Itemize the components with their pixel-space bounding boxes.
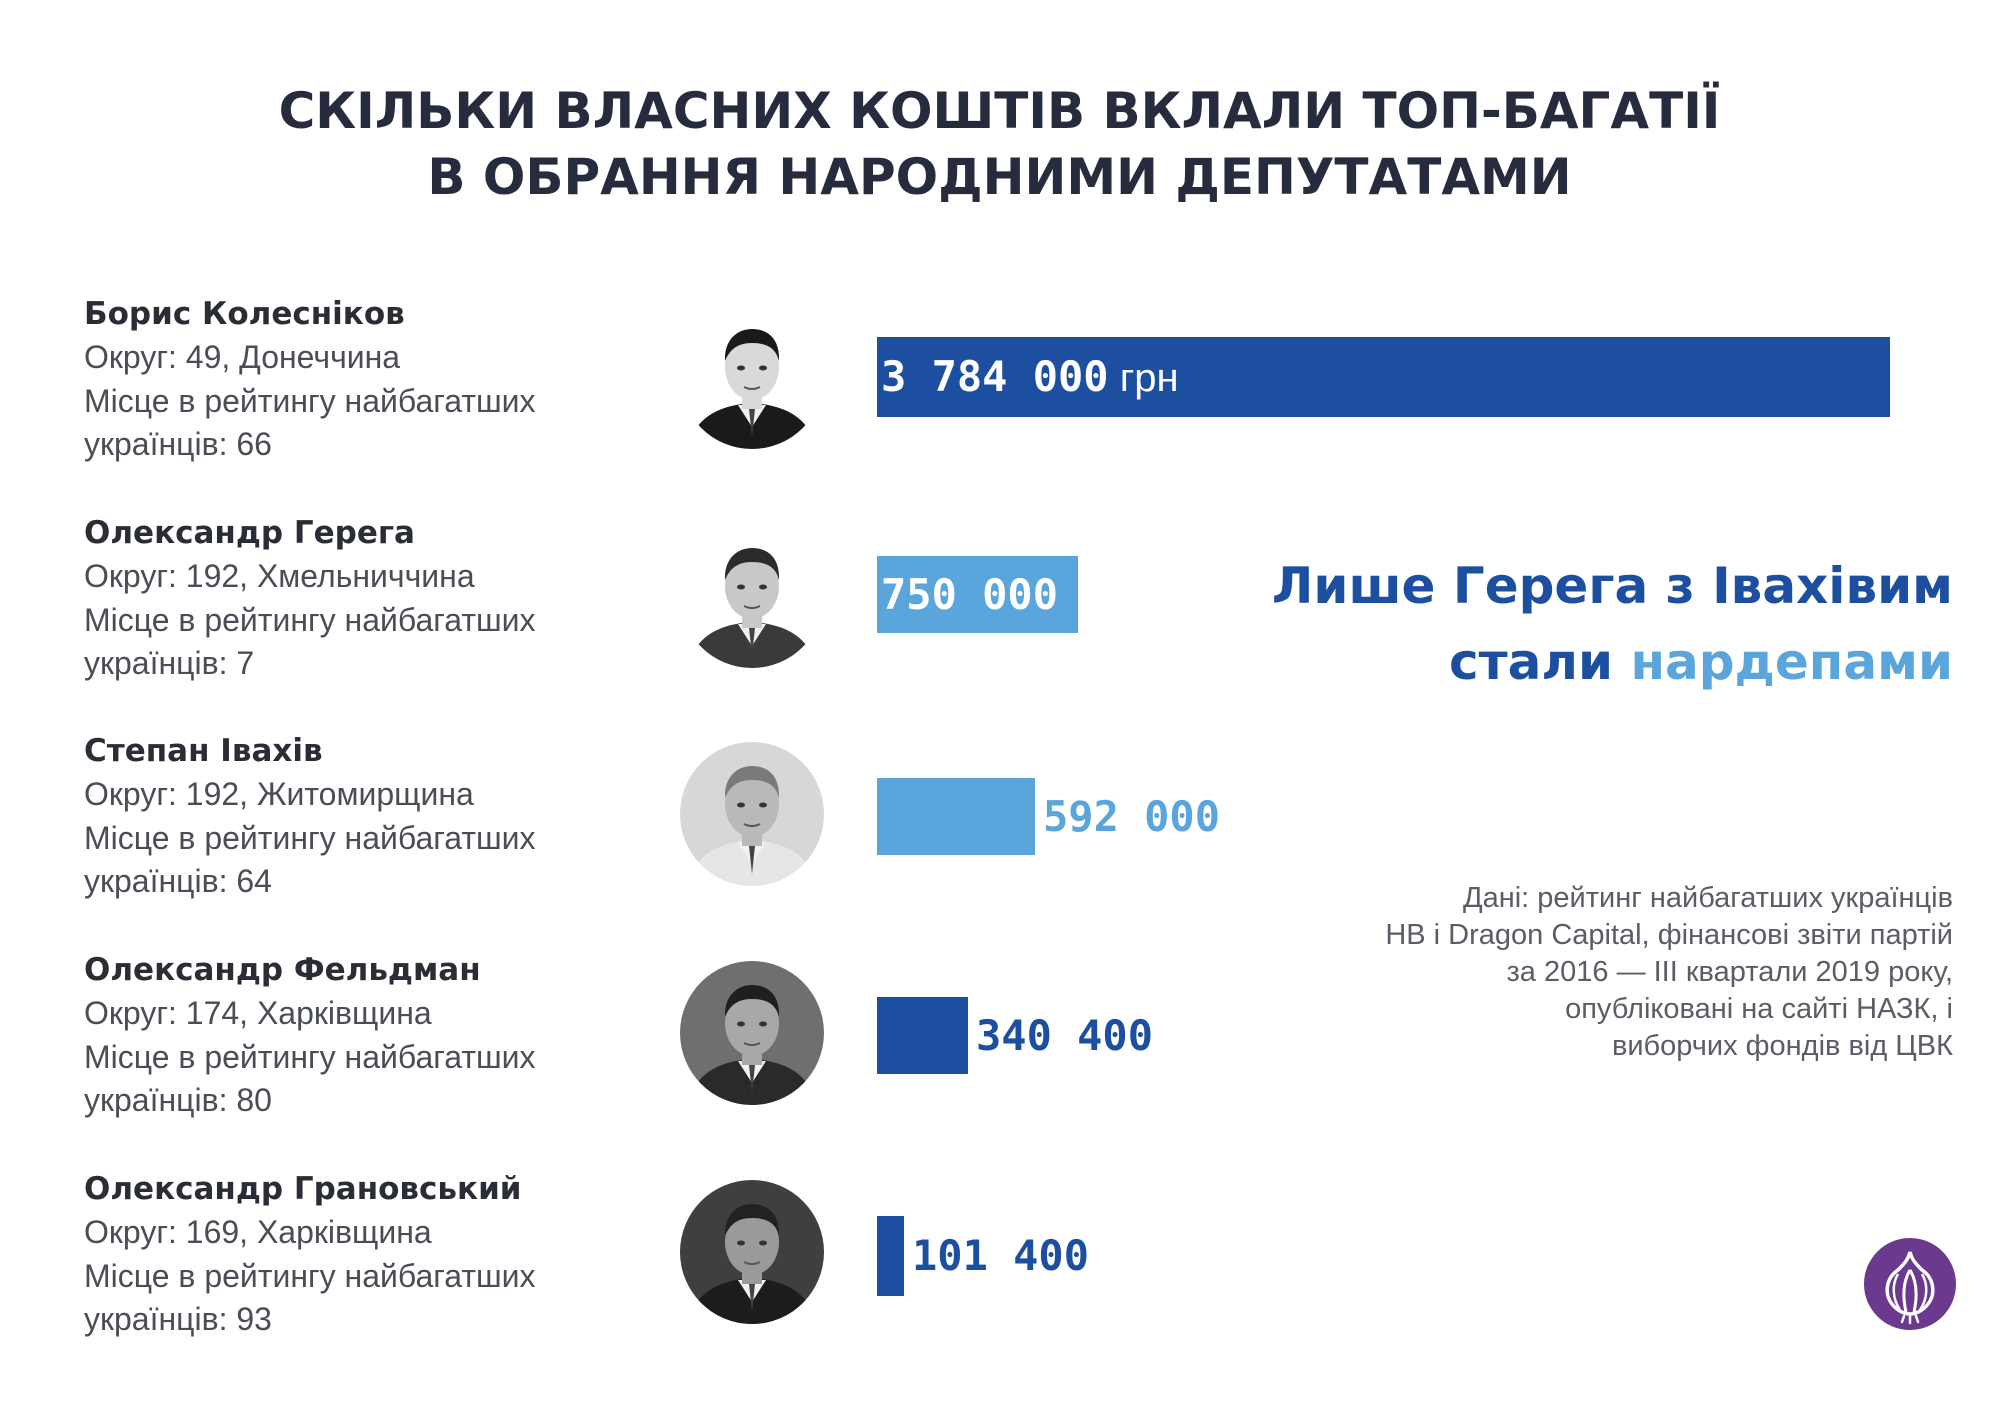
person-info: Олександр Герега Округ: 192, Хмельниччина… — [84, 512, 644, 686]
title-line-1: СКІЛЬКИ ВЛАСНИХ КОШТІВ ВКЛАЛИ ТОП-БАГАТІ… — [278, 82, 1721, 140]
person-name: Степан Івахів — [84, 733, 323, 769]
bar-value-label: 750 000 — [881, 570, 1058, 620]
callout-line-1: Лише Герега з Івахівим — [1271, 557, 1953, 615]
bar-value-label: 592 000 — [1043, 792, 1220, 842]
person-photo — [680, 305, 824, 449]
callout-light-text: нардепами — [1630, 633, 1953, 691]
person-rank-value: українців: 7 — [84, 645, 255, 681]
page-title: СКІЛЬКИ ВЛАСНИХ КОШТІВ ВКЛАЛИ ТОП-БАГАТІ… — [0, 78, 1999, 210]
bar-value-label: 3 784 000 грн — [881, 352, 1179, 403]
source-line-2: НВ і Dragon Capital, фінансові звіти пар… — [1385, 919, 1953, 951]
person-info: Олександр Грановський Округ: 169, Харківщ… — [84, 1168, 644, 1342]
bar-value: 750 000 — [881, 569, 1059, 619]
bar — [877, 1216, 904, 1296]
source-line-4: опубліковані на сайті НАЗК, і — [1565, 993, 1953, 1025]
person-rank-value: українців: 66 — [84, 426, 272, 462]
person-district: Округ: 192, Хмельниччина — [84, 558, 475, 594]
bar-value-label: 101 400 — [912, 1231, 1089, 1281]
source-note: Дані: рейтинг найбагатших українців НВ і… — [1193, 880, 1953, 1065]
callout-note: Лише Герега з Івахівим стали нардепами — [1053, 548, 1953, 700]
callout-line-2: стали нардепами — [1053, 624, 1953, 700]
person-name: Борис Колесніков — [84, 296, 405, 332]
source-line-1: Дані: рейтинг найбагатших українців — [1462, 882, 1953, 914]
person-rank-label: Місце в рейтингу найбагатших — [84, 1257, 536, 1294]
person-row: Олександр Фельдман Округ: 174, Харківщина… — [0, 949, 1999, 1149]
person-row: Степан Івахів Округ: 192, Житомирщина Місц… — [0, 730, 1999, 930]
person-district: Округ: 192, Житомирщина — [84, 776, 474, 812]
person-rank-value: українців: 80 — [84, 1082, 272, 1118]
callout-dark-text: стали — [1449, 633, 1631, 691]
person-rank-label: Місце в рейтингу найбагатших — [84, 601, 536, 638]
person-rank-value: українців: 93 — [84, 1301, 272, 1337]
person-name: Олександр Фельдман — [84, 952, 481, 988]
person-info: Борис Колесніков Округ: 49, Донеччина Місц… — [84, 293, 644, 467]
bar-value: 3 784 000 — [881, 352, 1109, 401]
bar — [877, 997, 968, 1074]
person-row: Борис Колесніков Округ: 49, Донеччина Місц… — [0, 293, 1999, 493]
bar — [877, 337, 1890, 417]
bar-value: 340 400 — [976, 1010, 1154, 1060]
garlic-logo-icon — [1864, 1238, 1956, 1330]
bar-unit: грн — [1108, 356, 1179, 400]
person-district: Округ: 174, Харківщина — [84, 995, 432, 1031]
person-rank-label: Місце в рейтингу найбагатших — [84, 1038, 536, 1075]
person-photo — [680, 961, 824, 1105]
person-rank-label: Місце в рейтингу найбагатших — [84, 382, 536, 419]
person-rank-label: Місце в рейтингу найбагатших — [84, 819, 536, 856]
person-photo — [680, 524, 824, 668]
person-info: Олександр Фельдман Округ: 174, Харківщина… — [84, 949, 644, 1123]
source-line-3: за 2016 — III квартали 2019 року, — [1506, 956, 1953, 988]
title-line-2: В ОБРАННЯ НАРОДНИМИ ДЕПУТАТАМИ — [427, 148, 1572, 206]
person-row: Олександр Герега Округ: 192, Хмельниччина… — [0, 512, 1999, 712]
person-district: Округ: 169, Харківщина — [84, 1214, 432, 1250]
person-row: Олександр Грановський Округ: 169, Харківщ… — [0, 1168, 1999, 1368]
bar-value-label: 340 400 — [976, 1011, 1153, 1061]
person-district: Округ: 49, Донеччина — [84, 339, 401, 375]
person-name: Олександр Герега — [84, 515, 415, 551]
person-photo — [680, 1180, 824, 1324]
source-line-5: виборчих фондів від ЦВК — [1611, 1030, 1953, 1062]
person-rank-value: українців: 64 — [84, 863, 272, 899]
person-name: Олександр Грановський — [84, 1171, 522, 1207]
bar — [877, 556, 1078, 633]
bar-value: 592 000 — [1043, 791, 1221, 841]
bar-value: 101 400 — [912, 1231, 1090, 1280]
person-info: Степан Івахів Округ: 192, Житомирщина Місц… — [84, 730, 644, 904]
person-photo — [680, 742, 824, 886]
bar — [877, 778, 1035, 855]
